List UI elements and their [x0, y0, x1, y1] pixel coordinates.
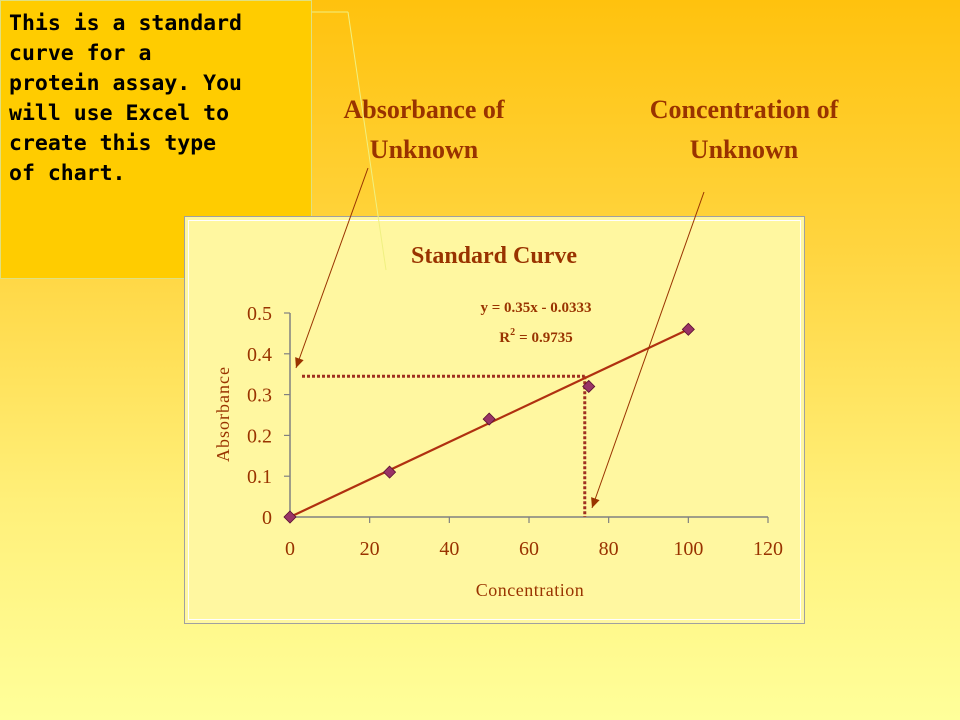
trendline-r2: R2 = 0.9735	[499, 327, 572, 346]
data-point-marker	[482, 412, 496, 426]
data-point-marker	[283, 510, 297, 524]
absorbance-arrow	[295, 167, 369, 369]
chart-title: Standard Curve	[411, 243, 577, 269]
y-tick-label: 0.5	[247, 303, 272, 325]
trendline-r2-value: = 0.9735	[519, 330, 573, 346]
x-tick-label: 60	[519, 538, 539, 560]
callout-connector-diagonal	[347, 11, 387, 271]
y-tick-label: 0.3	[247, 385, 272, 407]
trendline-r2-label: R	[499, 330, 510, 346]
trendline-r2-superscript: 2	[510, 327, 515, 338]
x-tick-label: 40	[439, 538, 459, 560]
concentration-arrow	[591, 191, 705, 509]
data-point-marker	[582, 379, 596, 394]
data-points	[283, 322, 695, 524]
y-tick-label: 0.4	[247, 344, 272, 366]
trendline-equation: y = 0.35x - 0.0333	[480, 300, 591, 316]
chart-inner-frame	[188, 220, 801, 620]
y-tick-label: 0.1	[247, 466, 272, 488]
x-axis-title: Concentration	[476, 580, 584, 600]
axes: 0 20 40 60 80 100 120 0 0.1 0.2 0.3 0.4 0.5	[247, 303, 783, 560]
callout-connector	[312, 11, 387, 271]
unknown-guide-lines	[302, 374, 587, 517]
annotation-arrows	[295, 167, 705, 509]
data-point-marker	[383, 465, 397, 479]
y-tick-label: 0	[262, 507, 272, 529]
concentration-of-unknown-label: Concentration of Unknown	[649, 95, 839, 164]
data-point-marker	[681, 322, 695, 336]
absorbance-of-unknown-label: Absorbance of Unknown	[343, 95, 505, 164]
absorbance-arrow-head	[295, 357, 304, 368]
y-tick-label: 0.2	[247, 425, 272, 447]
x-tick-label: 20	[360, 538, 380, 560]
concentration-arrow-head	[591, 497, 600, 508]
x-tick-label: 80	[599, 538, 619, 560]
x-tick-label: 100	[673, 538, 703, 560]
y-axis-title: Absorbance	[213, 366, 233, 462]
callout-note: This is a standard curve for a protein a…	[0, 0, 312, 279]
x-tick-label: 120	[753, 538, 783, 560]
x-tick-label: 0	[285, 538, 295, 560]
